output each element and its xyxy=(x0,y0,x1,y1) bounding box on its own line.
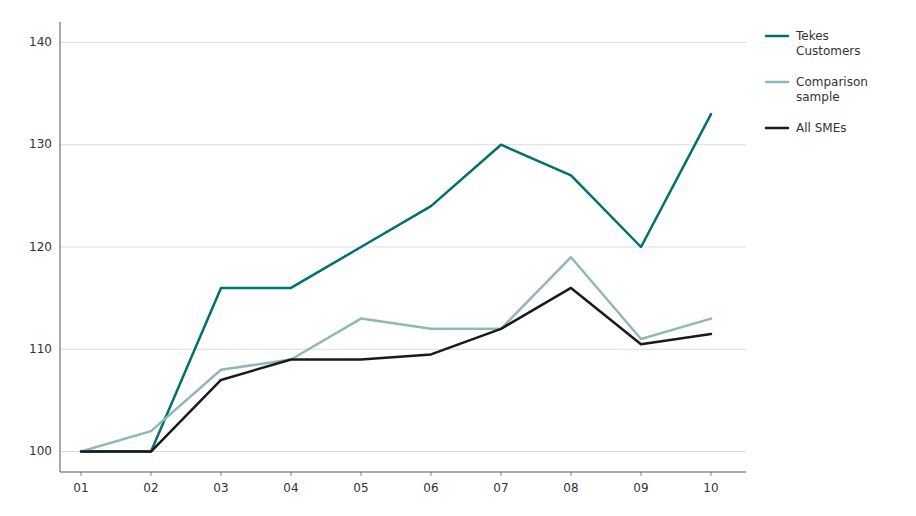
legend-swatch xyxy=(766,127,788,130)
x-tick-label: 02 xyxy=(143,481,158,495)
x-tick xyxy=(571,472,572,476)
legend: TekesCustomers Comparisonsample All SMEs xyxy=(766,29,868,135)
x-tick xyxy=(501,472,502,476)
grid-line xyxy=(60,349,746,350)
x-tick-label: 03 xyxy=(213,481,228,495)
legend-label: TekesCustomers xyxy=(795,29,861,58)
x-tick-label: 05 xyxy=(353,481,368,495)
x-tick xyxy=(221,472,222,476)
x-tick-label: 10 xyxy=(703,481,718,495)
x-axis-line xyxy=(60,472,746,473)
grid-line xyxy=(60,247,746,248)
grid-line xyxy=(60,451,746,452)
y-tick-label: 130 xyxy=(29,137,52,151)
x-tick-label: 04 xyxy=(283,481,298,495)
series-line xyxy=(81,288,711,452)
y-tick-label: 110 xyxy=(29,342,52,356)
x-tick xyxy=(431,472,432,476)
x-tick-label: 01 xyxy=(73,481,88,495)
grid-line xyxy=(60,144,746,145)
x-tick xyxy=(361,472,362,476)
legend-label: All SMEs xyxy=(796,121,847,135)
y-tick-label: 120 xyxy=(29,240,52,254)
chart: 100 110 120 130 140 01 02 03 04 05 06 07 08 09 10 Tekes… xyxy=(0,0,916,516)
x-tick xyxy=(641,472,642,476)
series-line xyxy=(81,257,711,451)
x-tick xyxy=(151,472,152,476)
y-tick-label: 100 xyxy=(29,444,52,458)
x-tick-label: 09 xyxy=(633,481,648,495)
legend-swatch xyxy=(766,35,788,38)
legend-label: Comparisonsample xyxy=(796,75,868,104)
x-tick-label: 06 xyxy=(423,481,438,495)
x-tick xyxy=(711,472,712,476)
x-tick-label: 07 xyxy=(493,481,508,495)
series-line xyxy=(81,114,711,452)
legend-swatch xyxy=(766,81,788,84)
x-tick-label: 08 xyxy=(563,481,578,495)
x-tick xyxy=(81,472,82,476)
plot-area xyxy=(81,114,711,452)
grid-line xyxy=(60,42,746,43)
y-tick-label: 140 xyxy=(29,35,52,49)
x-tick xyxy=(291,472,292,476)
y-axis-line xyxy=(60,22,61,472)
